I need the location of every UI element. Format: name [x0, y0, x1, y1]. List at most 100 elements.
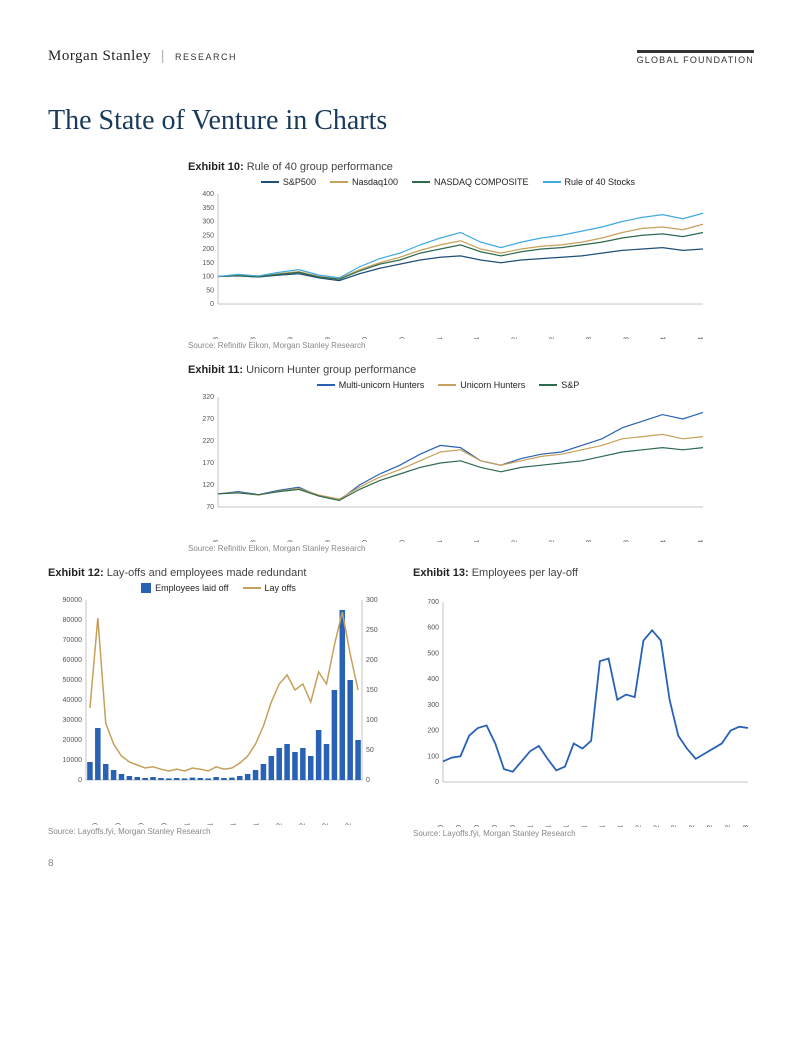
- svg-text:Jul 24: Jul 24: [698, 337, 705, 339]
- svg-text:700: 700: [427, 599, 439, 606]
- svg-text:Jun-22: Jun-22: [300, 823, 307, 825]
- svg-text:70000: 70000: [63, 637, 83, 644]
- svg-text:70: 70: [206, 504, 214, 511]
- svg-text:Jan-22: Jan-22: [635, 825, 642, 827]
- svg-text:Jul-20: Jul-20: [474, 825, 481, 827]
- exhibit-11-legend: Multi-unicorn Hunters Unicorn Hunters S&P: [188, 380, 708, 390]
- exhibit-11-num: Exhibit 11:: [188, 364, 243, 376]
- svg-text:200: 200: [427, 728, 439, 735]
- brand-research: RESEARCH: [175, 52, 237, 62]
- svg-text:30000: 30000: [63, 717, 83, 724]
- svg-text:Nov-22: Nov-22: [725, 825, 732, 827]
- legend-label: Unicorn Hunters: [460, 380, 525, 390]
- svg-text:May-20: May-20: [456, 825, 463, 827]
- svg-text:May-21: May-21: [564, 825, 571, 827]
- svg-text:50: 50: [206, 287, 214, 294]
- page: Morgan Stanley | RESEARCH GLOBAL FOUNDAT…: [0, 0, 802, 899]
- svg-text:Jan 18: Jan 18: [213, 337, 220, 339]
- svg-text:Jul 22: Jul 22: [549, 337, 556, 339]
- svg-text:300: 300: [427, 702, 439, 709]
- svg-text:Mar-20: Mar-20: [93, 823, 100, 825]
- svg-text:100: 100: [366, 717, 378, 724]
- svg-text:Jul 19: Jul 19: [325, 540, 332, 542]
- svg-text:Sep-20: Sep-20: [139, 823, 146, 825]
- svg-text:220: 220: [202, 438, 214, 445]
- exhibit-13-title: Exhibit 13: Employees per lay-off: [413, 567, 754, 579]
- svg-text:Dec-20: Dec-20: [162, 823, 169, 825]
- svg-text:Sep-22: Sep-22: [707, 825, 714, 827]
- legend-item: S&P500: [261, 177, 316, 187]
- bottom-row: Exhibit 12: Lay-offs and employees made …: [48, 567, 754, 838]
- exhibit-10-desc: Rule of 40 group performance: [247, 161, 393, 173]
- exhibit-13-source: Source: Layoffs.fyi, Morgan Stanley Rese…: [413, 829, 754, 838]
- svg-text:Jan 24: Jan 24: [661, 337, 668, 339]
- svg-text:Jan 19: Jan 19: [288, 540, 295, 542]
- svg-text:0: 0: [435, 779, 439, 786]
- svg-text:270: 270: [202, 416, 214, 423]
- svg-text:100: 100: [427, 753, 439, 760]
- exhibit-13-desc: Employees per lay-off: [472, 567, 578, 579]
- legend-item: Unicorn Hunters: [438, 380, 525, 390]
- svg-text:Jun-20: Jun-20: [116, 823, 123, 825]
- exhibit-12-legend: Employees laid off Lay offs: [48, 583, 389, 593]
- svg-text:Jul 20: Jul 20: [400, 337, 407, 339]
- svg-text:Jan 23: Jan 23: [586, 540, 593, 542]
- svg-text:Jul 18: Jul 18: [250, 540, 257, 542]
- exhibit-12-desc: Lay-offs and employees made redundant: [107, 567, 307, 579]
- svg-text:Sep-21: Sep-21: [599, 825, 606, 827]
- svg-text:Jul 20: Jul 20: [400, 540, 407, 542]
- exhibit-11: Exhibit 11: Unicorn Hunter group perform…: [188, 364, 708, 553]
- spacer: [413, 583, 754, 597]
- legend-item: Multi-unicorn Hunters: [317, 380, 425, 390]
- legend-item: Lay offs: [243, 583, 296, 593]
- legend-item: Rule of 40 Stocks: [543, 177, 636, 187]
- legend-item: Employees laid off: [141, 583, 228, 593]
- svg-text:Jan 20: Jan 20: [362, 540, 369, 542]
- legend-item: S&P: [539, 380, 579, 390]
- svg-text:300: 300: [202, 219, 214, 226]
- exhibit-10-num: Exhibit 10:: [188, 161, 244, 173]
- svg-text:Jul 19: Jul 19: [325, 337, 332, 339]
- svg-text:150: 150: [366, 687, 378, 694]
- svg-text:Jul 23: Jul 23: [623, 337, 630, 339]
- page-title: The State of Venture in Charts: [48, 105, 754, 137]
- exhibit-12-num: Exhibit 12:: [48, 567, 104, 579]
- exhibit-11-chart: 70120170220270320Jan 18Jul 18Jan 19Jul 1…: [188, 392, 708, 542]
- exhibit-13: Exhibit 13: Employees per lay-off 0 100 20…: [413, 567, 754, 838]
- brand-block: Morgan Stanley | RESEARCH: [48, 48, 237, 65]
- svg-text:Jul 21: Jul 21: [474, 337, 481, 339]
- legend-swatch: [317, 384, 335, 386]
- svg-text:400: 400: [202, 191, 214, 198]
- svg-text:Jan 24: Jan 24: [661, 540, 668, 542]
- exhibit-11-title: Exhibit 11: Unicorn Hunter group perform…: [188, 364, 708, 376]
- svg-text:Jul 18: Jul 18: [250, 337, 257, 339]
- exhibit-11-desc: Unicorn Hunter group performance: [246, 364, 416, 376]
- svg-text:Mar-20: Mar-20: [438, 825, 445, 827]
- svg-text:Jan 23: Jan 23: [586, 337, 593, 339]
- page-number: 8: [48, 858, 754, 869]
- exhibit-13-chart: 0100200300400500600700Mar-20May-20Jul-20…: [413, 597, 754, 827]
- svg-text:Nov-21: Nov-21: [617, 825, 624, 827]
- svg-text:Dec-22: Dec-22: [346, 823, 353, 825]
- svg-text:100: 100: [202, 274, 214, 281]
- svg-text:Sep-21: Sep-21: [231, 823, 238, 825]
- legend-item: Nasdaq100: [330, 177, 398, 187]
- svg-text:Dec-21: Dec-21: [254, 823, 261, 825]
- svg-text:50000: 50000: [63, 677, 83, 684]
- exhibit-11-source: Source: Refinitiv Eikon, Morgan Stanley …: [188, 544, 708, 553]
- svg-text:Mar-22: Mar-22: [653, 825, 660, 827]
- svg-text:150: 150: [202, 260, 214, 267]
- page-header: Morgan Stanley | RESEARCH GLOBAL FOUNDAT…: [48, 48, 754, 65]
- svg-text:Mar-22: Mar-22: [277, 823, 284, 825]
- exhibit-12-chart: 0100002000030000400005000060000700008000…: [48, 595, 389, 825]
- svg-text:Jul 22: Jul 22: [549, 540, 556, 542]
- legend-label: Rule of 40 Stocks: [565, 177, 636, 187]
- exhibit-10: Exhibit 10: Rule of 40 group performance…: [188, 161, 708, 350]
- foundation-label: GLOBAL FOUNDATION: [637, 50, 754, 65]
- svg-text:Mar-21: Mar-21: [185, 823, 192, 825]
- svg-text:Sep-20: Sep-20: [492, 825, 499, 827]
- brand-separator: |: [161, 48, 165, 64]
- legend-label: Employees laid off: [155, 583, 228, 593]
- exhibit-10-source: Source: Refinitiv Eikon, Morgan Stanley …: [188, 341, 708, 350]
- svg-text:Jan 20: Jan 20: [362, 337, 369, 339]
